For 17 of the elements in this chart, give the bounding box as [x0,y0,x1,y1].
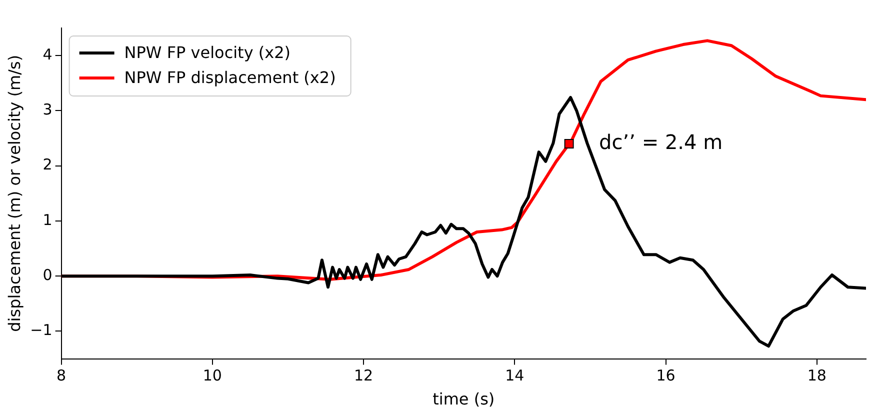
legend-label: NPW FP displacement (x2) [124,68,336,88]
y-tick-label: 1 [42,210,52,229]
y-tick-label: −1 [30,321,52,340]
y-tick-label: 0 [42,266,52,284]
y-tick-label: 4 [42,45,52,64]
legend-label: NPW FP velocity (x2) [124,43,291,62]
x-tick-label: 10 [202,366,222,385]
y-tick-label: 2 [42,156,52,174]
annotation: dc’’ = 2.4 m [599,130,723,154]
x-tick-label: 14 [505,366,524,385]
x-tick-label: 12 [354,366,374,385]
y-axis-title: displacement (m) or velocity (m/s) [4,54,24,332]
x-tick-label: 8 [56,366,66,385]
x-tick-label: 16 [656,366,676,385]
x-axis-title: time (s) [432,390,495,409]
y-tick-label: 3 [42,100,52,119]
x-tick-label: 18 [807,366,826,385]
